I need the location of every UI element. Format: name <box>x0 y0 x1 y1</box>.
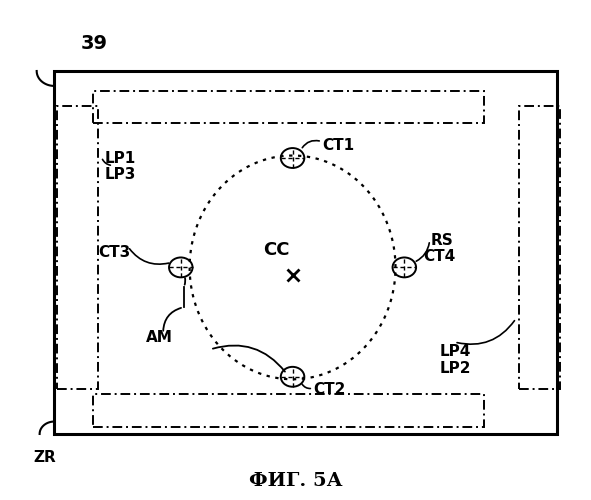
Bar <box>93 91 483 123</box>
Bar <box>54 71 557 434</box>
Bar <box>57 106 99 389</box>
Text: ФИГ. 5А: ФИГ. 5А <box>249 472 342 490</box>
Text: CT1: CT1 <box>322 138 354 153</box>
Text: ZR: ZR <box>34 450 57 466</box>
Text: CT3: CT3 <box>99 245 131 260</box>
Text: RS: RS <box>431 232 453 248</box>
Text: 39: 39 <box>81 34 108 53</box>
Bar <box>519 106 560 389</box>
Text: AM: AM <box>145 330 173 344</box>
Text: CC: CC <box>264 241 290 259</box>
Bar <box>93 394 483 426</box>
Text: LP1
LP3: LP1 LP3 <box>105 150 136 182</box>
Text: LP4
LP2: LP4 LP2 <box>440 344 471 376</box>
Text: CT4: CT4 <box>424 249 456 264</box>
Text: CT2: CT2 <box>313 382 346 396</box>
